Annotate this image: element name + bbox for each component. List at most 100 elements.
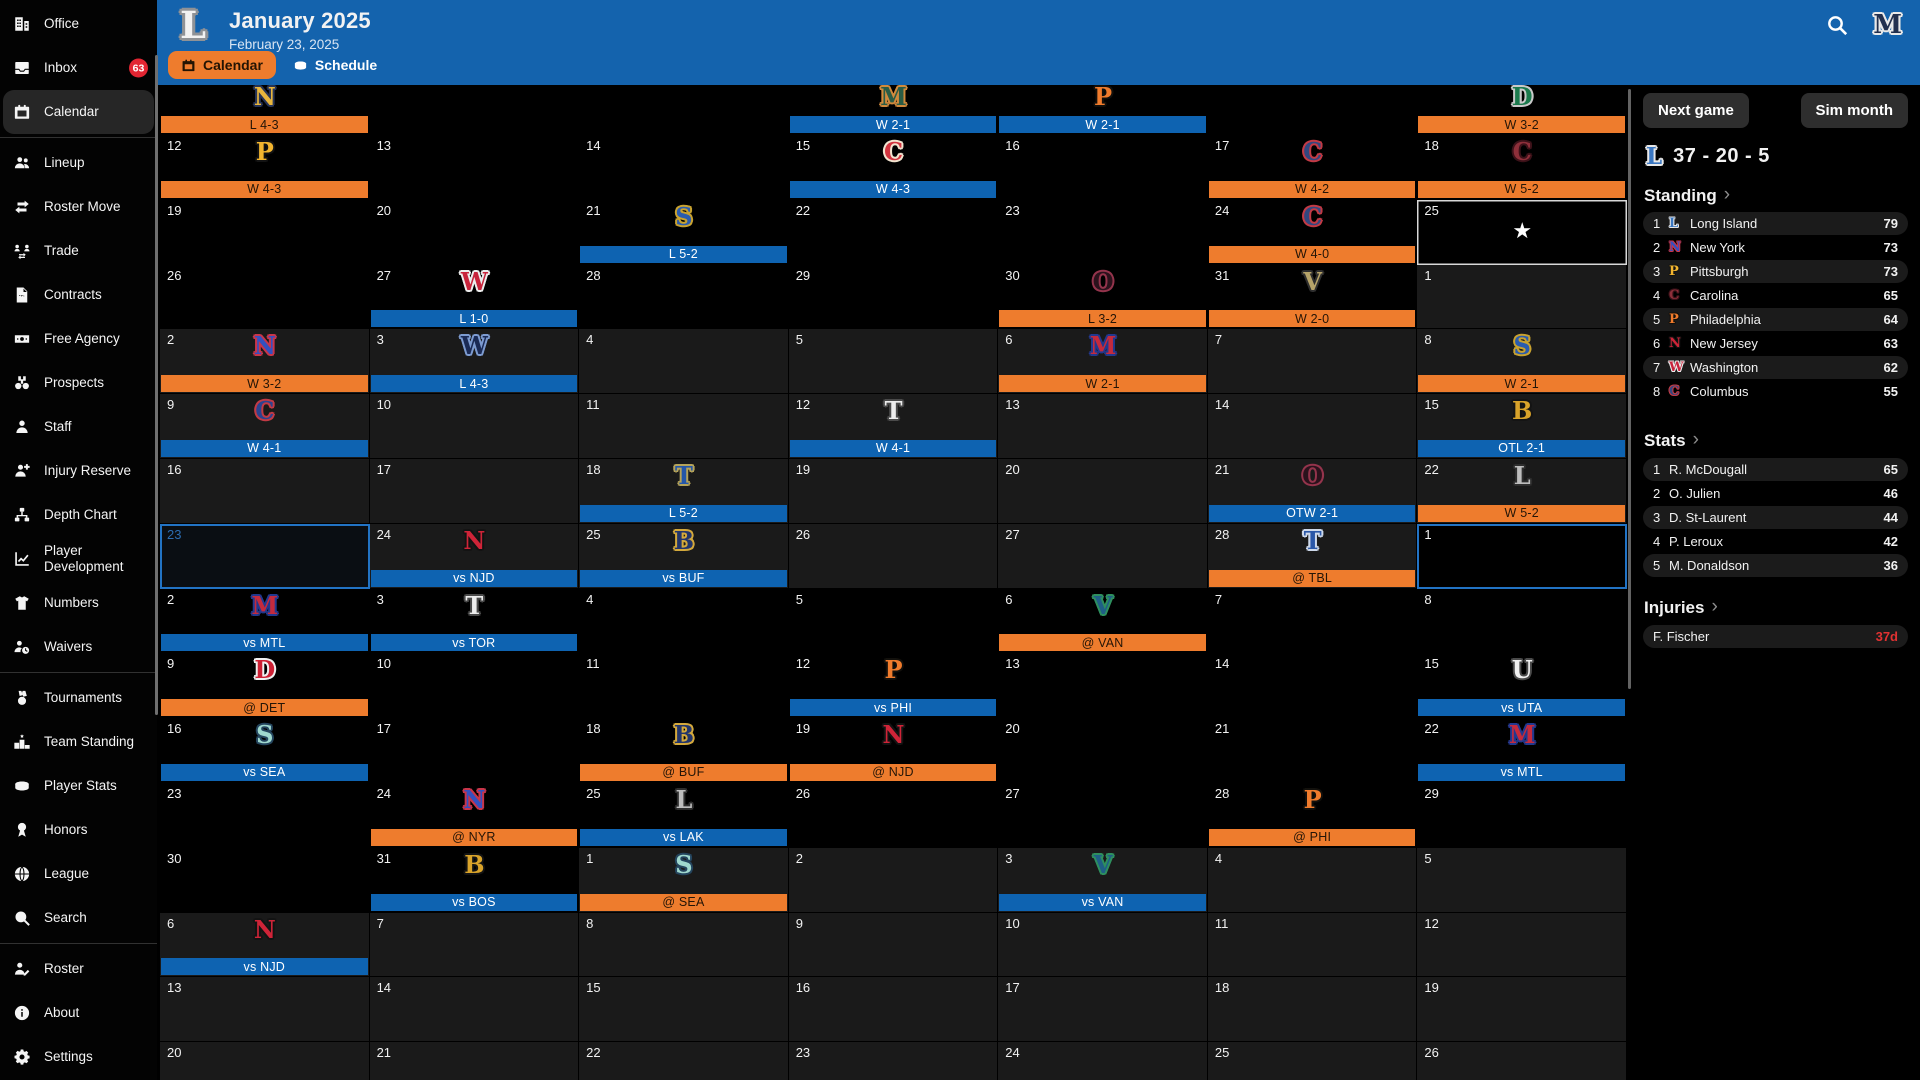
calendar-day[interactable]: 30 O L 3-2 xyxy=(998,264,1208,330)
sidebar-item-roster-move[interactable]: Roster Move xyxy=(0,185,157,229)
standing-row[interactable]: 3 P Pittsburgh 73 xyxy=(1643,260,1908,283)
calendar-day[interactable]: 16 xyxy=(160,458,370,524)
sidebar-scrollbar[interactable] xyxy=(155,55,158,715)
calendar-day[interactable]: 1 S @ SEA xyxy=(579,847,789,913)
calendar-day[interactable]: 20 xyxy=(160,1042,370,1080)
sidebar-item-tournaments[interactable]: Tournaments xyxy=(0,676,157,720)
calendar-day[interactable]: 24 xyxy=(998,1042,1208,1080)
calendar-day[interactable]: 25 ★ xyxy=(1417,199,1627,265)
stats-row[interactable]: 2 O. Julien 46 xyxy=(1643,482,1908,505)
calendar-day[interactable]: 29 xyxy=(788,264,999,330)
standing-row[interactable]: 4 C Carolina 65 xyxy=(1643,284,1908,307)
calendar-day[interactable]: 28 P @ PHI xyxy=(1207,782,1418,848)
calendar-day[interactable]: 11 xyxy=(1207,912,1418,978)
standing-row[interactable]: 7 W Washington 62 xyxy=(1643,356,1908,379)
injury-row[interactable]: F. Fischer 37d xyxy=(1643,625,1908,648)
standing-row[interactable]: 1 L Long Island 79 xyxy=(1643,212,1908,235)
calendar-day[interactable]: 22 L W 5-2 xyxy=(1417,458,1627,524)
standing-row[interactable]: 6 N New Jersey 63 xyxy=(1643,332,1908,355)
calendar-day[interactable]: 4 xyxy=(1207,847,1418,913)
calendar-day[interactable]: 28 T @ TBL xyxy=(1207,523,1418,589)
calendar-day[interactable]: 13 xyxy=(998,653,1208,719)
calendar-day[interactable]: N L 4-3 xyxy=(160,85,370,135)
tab-schedule[interactable]: Schedule xyxy=(280,51,390,79)
calendar-day[interactable]: 22 xyxy=(579,1042,789,1080)
calendar-day[interactable]: 7 xyxy=(1207,588,1418,654)
calendar-day[interactable]: 8 S W 2-1 xyxy=(1417,329,1627,395)
calendar-day[interactable]: 14 xyxy=(1207,653,1418,719)
standing-row[interactable]: 8 C Columbus 55 xyxy=(1643,380,1908,403)
sidebar-item-contracts[interactable]: Contracts xyxy=(0,273,157,317)
game-logo[interactable]: M xyxy=(1873,10,1902,40)
calendar-day[interactable]: 17 xyxy=(369,458,580,524)
sidebar-item-injury-reserve[interactable]: Injury Reserve xyxy=(0,449,157,493)
calendar-day[interactable]: 17 C W 4-2 xyxy=(1207,135,1418,200)
calendar-day[interactable]: 26 xyxy=(788,782,999,848)
sidebar-item-free-agency[interactable]: Free Agency xyxy=(0,317,157,361)
calendar-day[interactable]: 11 xyxy=(579,394,789,459)
stats-row[interactable]: 1 R. McDougall 65 xyxy=(1643,458,1908,481)
stats-row[interactable]: 3 D. St-Laurent 44 xyxy=(1643,506,1908,529)
calendar-day[interactable]: 8 xyxy=(579,912,789,978)
sidebar-item-depth-chart[interactable]: Depth Chart xyxy=(0,493,157,537)
calendar-day[interactable]: 3 W L 4-3 xyxy=(369,329,580,395)
calendar-day[interactable]: 20 xyxy=(998,718,1208,783)
calendar-day[interactable]: 9 D @ DET xyxy=(160,653,370,719)
standing-row[interactable]: 2 N New York 73 xyxy=(1643,236,1908,259)
calendar-day[interactable]: 5 xyxy=(788,329,999,395)
calendar-day[interactable]: 2 xyxy=(788,847,999,913)
sidebar-item-lineup[interactable]: Lineup xyxy=(0,141,157,185)
calendar-day[interactable]: 6 M W 2-1 xyxy=(998,329,1208,395)
calendar-day[interactable]: 10 xyxy=(998,912,1208,978)
calendar-day[interactable]: 18 xyxy=(1207,977,1418,1043)
calendar-day[interactable]: 4 xyxy=(579,588,789,654)
calendar-day[interactable]: 1 xyxy=(1417,523,1627,589)
calendar-day[interactable]: 4 xyxy=(579,329,789,395)
calendar-day[interactable]: 14 xyxy=(369,977,580,1043)
calendar-day[interactable]: 21 xyxy=(369,1042,580,1080)
calendar-day[interactable]: 12 T W 4-1 xyxy=(788,394,999,459)
calendar-day[interactable]: 17 xyxy=(369,718,580,783)
calendar-day[interactable]: 14 xyxy=(1207,394,1418,459)
calendar-day[interactable]: 13 xyxy=(369,135,580,200)
calendar-day[interactable]: 11 xyxy=(579,653,789,719)
calendar-day[interactable]: 30 xyxy=(160,847,370,913)
calendar-day[interactable]: 19 xyxy=(788,458,999,524)
sidebar-item-office[interactable]: Office xyxy=(0,2,157,46)
calendar-day[interactable]: 9 xyxy=(788,912,999,978)
calendar-day[interactable]: 5 xyxy=(788,588,999,654)
calendar-day[interactable]: 20 xyxy=(369,199,580,265)
calendar-day[interactable]: 18 B @ BUF xyxy=(579,718,789,783)
calendar-day[interactable]: 27 xyxy=(998,782,1208,848)
calendar-day[interactable] xyxy=(369,85,580,135)
calendar-day[interactable]: 12 P W 4-3 xyxy=(160,135,370,200)
standing-row[interactable]: 5 P Philadelphia 64 xyxy=(1643,308,1908,331)
calendar-day[interactable]: 29 xyxy=(1417,782,1627,848)
stats-header[interactable]: Stats › xyxy=(1644,429,1908,452)
standing-header[interactable]: Standing › xyxy=(1644,184,1908,207)
calendar-day[interactable]: 17 xyxy=(998,977,1208,1043)
calendar-day[interactable]: 21 S L 5-2 xyxy=(579,199,789,265)
sidebar-item-honors[interactable]: Honors xyxy=(0,808,157,852)
calendar-day[interactable]: 27 xyxy=(998,523,1208,589)
calendar-day[interactable]: 10 xyxy=(369,653,580,719)
calendar-day[interactable]: 5 xyxy=(1417,847,1627,913)
calendar-day[interactable]: 27 W L 1-0 xyxy=(369,264,580,330)
calendar-day[interactable]: 31 V W 2-0 xyxy=(1207,264,1418,330)
sidebar-item-player-stats[interactable]: Player Stats xyxy=(0,764,157,808)
calendar-day[interactable] xyxy=(579,85,789,135)
calendar-day[interactable]: 8 xyxy=(1417,588,1627,654)
calendar-day[interactable]: 23 xyxy=(788,1042,999,1080)
sidebar-item-league[interactable]: League xyxy=(0,852,157,896)
sidebar-item-team-standing[interactable]: Team Standing xyxy=(0,720,157,764)
calendar-day[interactable]: 15 B OTL 2-1 xyxy=(1417,394,1627,459)
